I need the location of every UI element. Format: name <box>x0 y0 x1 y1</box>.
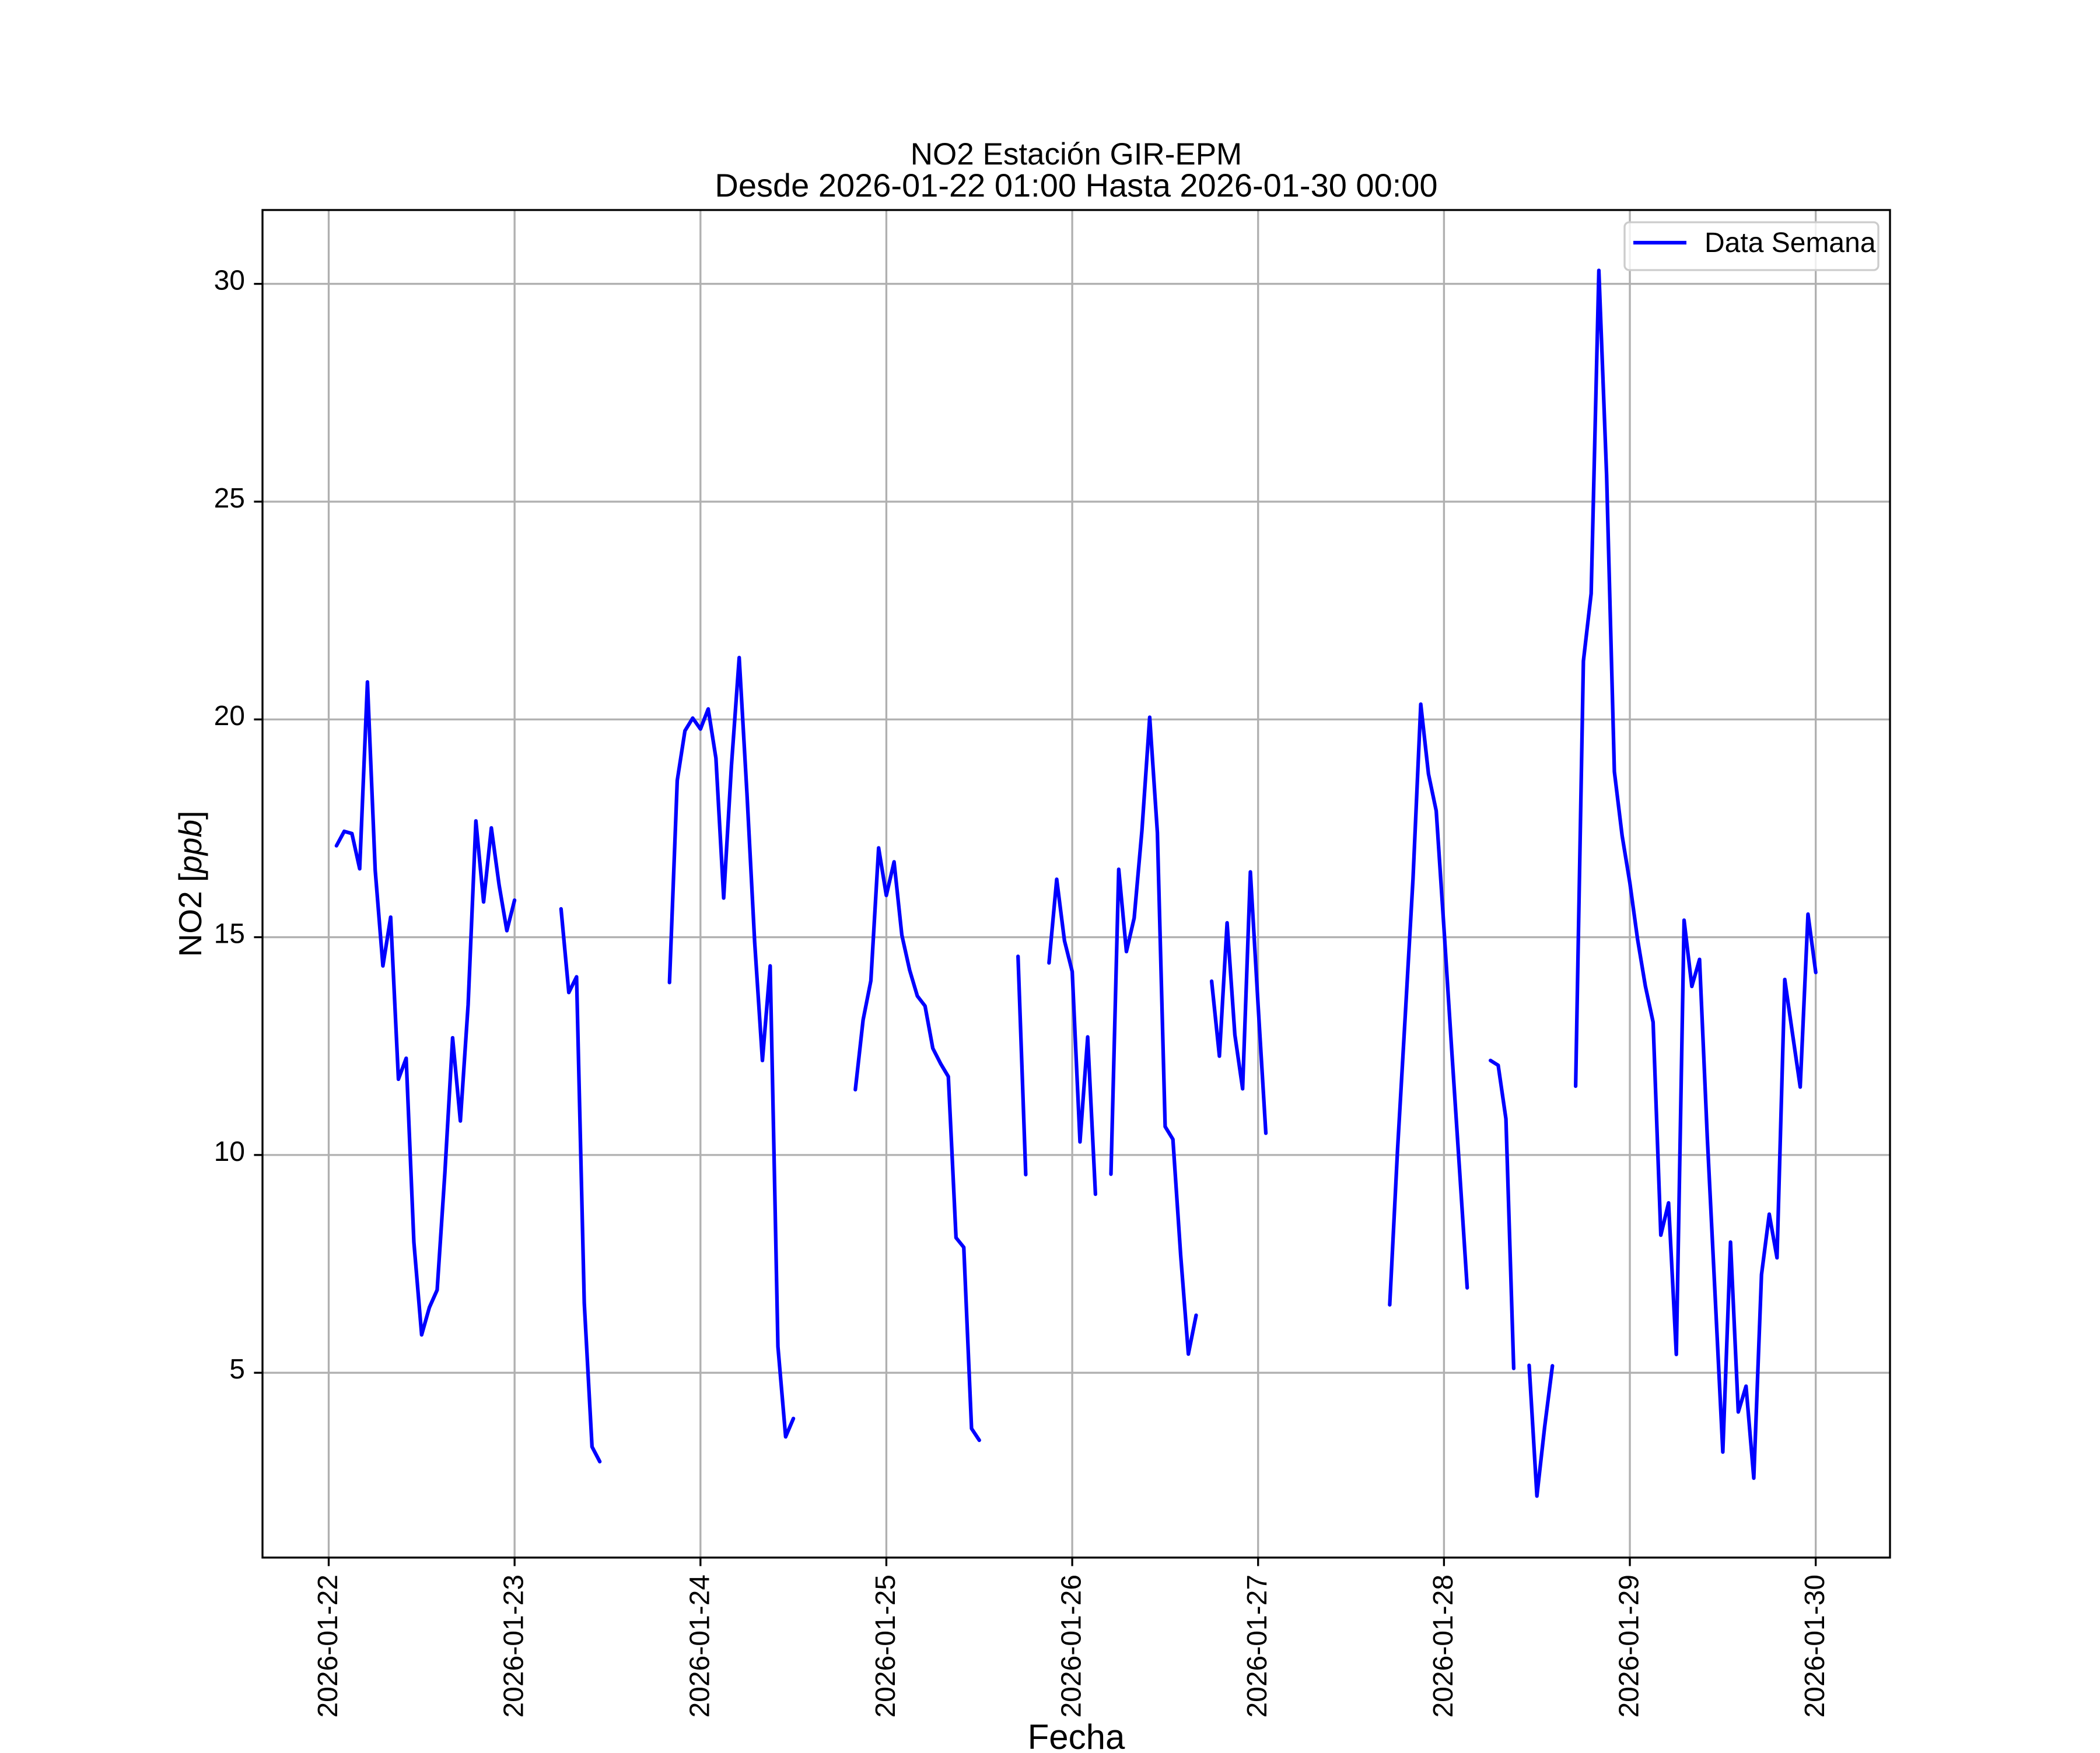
svg-text:10: 10 <box>214 1136 245 1167</box>
svg-text:2026-01-30: 2026-01-30 <box>1800 1574 1831 1718</box>
svg-text:5: 5 <box>229 1354 245 1385</box>
svg-text:NO2 Estación GIR-EPM: NO2 Estación GIR-EPM <box>911 137 1242 172</box>
svg-text:20: 20 <box>214 701 245 732</box>
svg-text:Data Semana: Data Semana <box>1704 228 1876 258</box>
svg-text:NO2 [ppb]: NO2 [ppb] <box>172 811 208 957</box>
svg-text:2026-01-26: 2026-01-26 <box>1056 1574 1087 1718</box>
svg-text:2026-01-24: 2026-01-24 <box>684 1574 715 1718</box>
svg-text:2026-01-29: 2026-01-29 <box>1614 1574 1645 1718</box>
svg-text:2026-01-23: 2026-01-23 <box>499 1574 530 1718</box>
svg-text:25: 25 <box>214 483 245 514</box>
svg-text:Fecha: Fecha <box>1028 1717 1125 1750</box>
svg-text:2026-01-27: 2026-01-27 <box>1242 1574 1273 1718</box>
svg-text:2026-01-22: 2026-01-22 <box>313 1574 344 1718</box>
svg-text:30: 30 <box>214 265 245 296</box>
svg-text:2026-01-28: 2026-01-28 <box>1428 1574 1459 1718</box>
svg-text:Desde 2026-01-22 01:00 Hasta 2: Desde 2026-01-22 01:00 Hasta 2026-01-30 … <box>715 167 1437 204</box>
svg-text:2026-01-25: 2026-01-25 <box>870 1574 901 1718</box>
svg-text:15: 15 <box>214 919 245 950</box>
